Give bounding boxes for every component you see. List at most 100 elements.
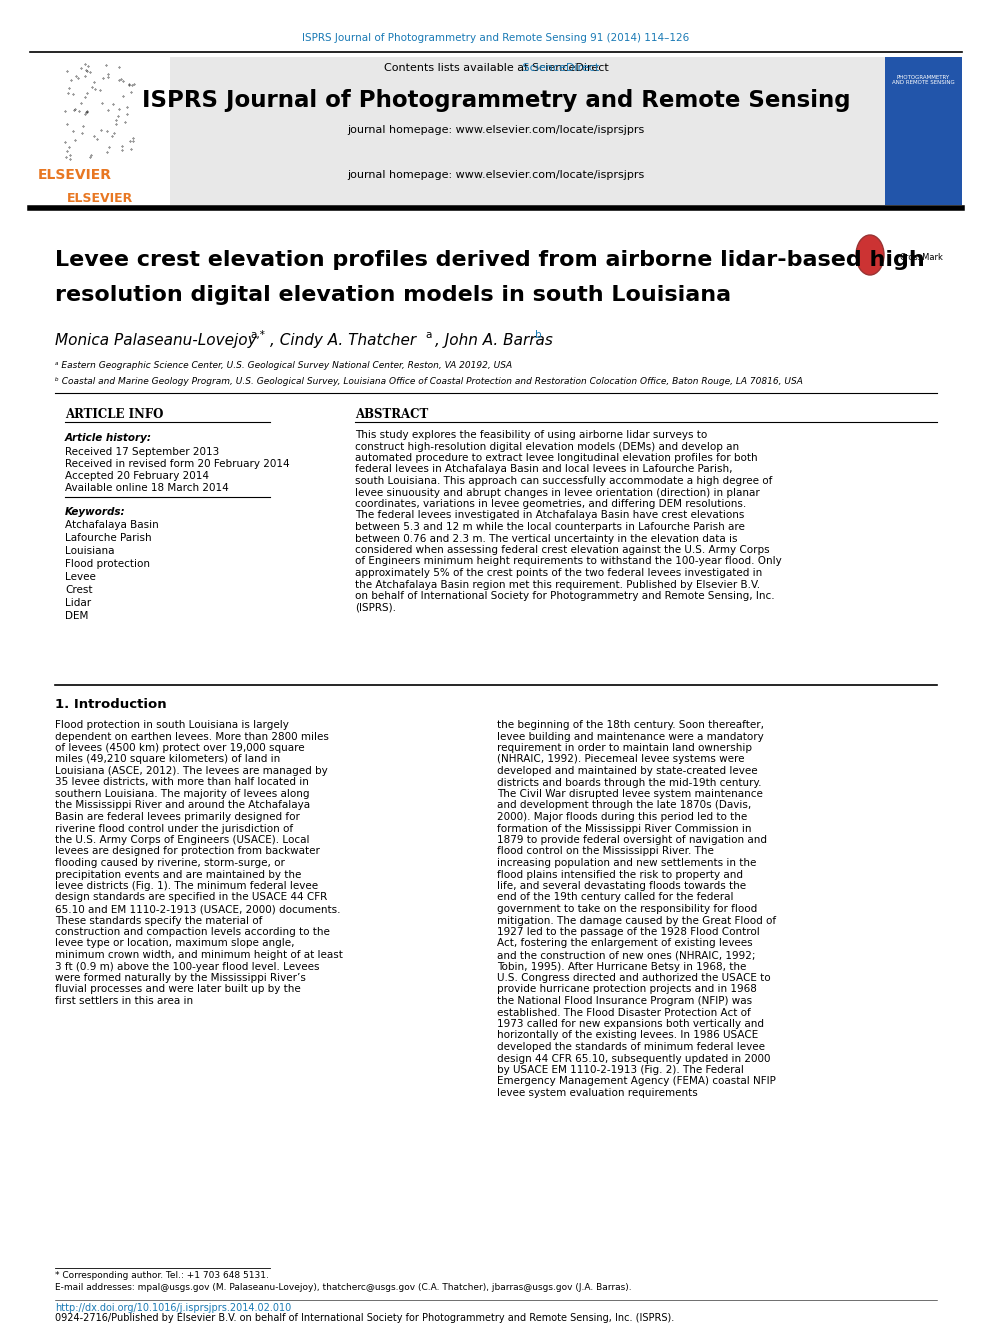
- Text: southern Louisiana. The majority of levees along: southern Louisiana. The majority of leve…: [55, 789, 310, 799]
- Text: construction and compaction levels according to the: construction and compaction levels accor…: [55, 927, 330, 937]
- Text: , Cindy A. Thatcher: , Cindy A. Thatcher: [270, 332, 416, 348]
- Text: Levee: Levee: [65, 572, 96, 582]
- Text: established. The Flood Disaster Protection Act of: established. The Flood Disaster Protecti…: [497, 1008, 751, 1017]
- Text: construct high-resolution digital elevation models (DEMs) and develop an: construct high-resolution digital elevat…: [355, 442, 739, 451]
- Text: 1973 called for new expansions both vertically and: 1973 called for new expansions both vert…: [497, 1019, 764, 1029]
- Text: , John A. Barras: , John A. Barras: [435, 332, 553, 348]
- Text: were formed naturally by the Mississippi River’s: were formed naturally by the Mississippi…: [55, 972, 306, 983]
- Text: between 5.3 and 12 m while the local counterparts in Lafourche Parish are: between 5.3 and 12 m while the local cou…: [355, 523, 745, 532]
- Text: mitigation. The damage caused by the Great Flood of: mitigation. The damage caused by the Gre…: [497, 916, 776, 926]
- Text: by USACE EM 1110-2-1913 (Fig. 2). The Federal: by USACE EM 1110-2-1913 (Fig. 2). The Fe…: [497, 1065, 744, 1076]
- Text: end of the 19th century called for the federal: end of the 19th century called for the f…: [497, 893, 733, 902]
- Text: Contents lists available at ScienceDirect: Contents lists available at ScienceDirec…: [384, 64, 608, 73]
- Text: levees are designed for protection from backwater: levees are designed for protection from …: [55, 847, 319, 856]
- Text: the Mississippi River and around the Atchafalaya: the Mississippi River and around the Atc…: [55, 800, 310, 811]
- Text: Basin are federal levees primarily designed for: Basin are federal levees primarily desig…: [55, 812, 300, 822]
- Text: Accepted 20 February 2014: Accepted 20 February 2014: [65, 471, 209, 482]
- Text: fluvial processes and were later built up by the: fluvial processes and were later built u…: [55, 984, 301, 995]
- Bar: [30, 57, 170, 205]
- Text: government to take on the responsibility for flood: government to take on the responsibility…: [497, 904, 757, 914]
- Text: Received in revised form 20 February 2014: Received in revised form 20 February 201…: [65, 459, 290, 468]
- Text: on behalf of International Society for Photogrammetry and Remote Sensing, Inc.: on behalf of International Society for P…: [355, 591, 775, 601]
- Text: levee sinuousity and abrupt changes in levee orientation (direction) in planar: levee sinuousity and abrupt changes in l…: [355, 487, 760, 497]
- Text: levee type or location, maximum slope angle,: levee type or location, maximum slope an…: [55, 938, 295, 949]
- Text: Keywords:: Keywords:: [65, 507, 126, 517]
- Text: requirement in order to maintain land ownership: requirement in order to maintain land ow…: [497, 744, 752, 753]
- Text: of Engineers minimum height requirements to withstand the 100-year flood. Only: of Engineers minimum height requirements…: [355, 557, 782, 566]
- Text: ELSEVIER: ELSEVIER: [66, 192, 133, 205]
- Text: PHOTOGRAMMETRY
AND REMOTE SENSING: PHOTOGRAMMETRY AND REMOTE SENSING: [892, 74, 954, 86]
- Text: Flood protection in south Louisiana is largely: Flood protection in south Louisiana is l…: [55, 720, 289, 730]
- Text: developed the standards of minimum federal levee: developed the standards of minimum feder…: [497, 1043, 765, 1052]
- Text: formation of the Mississippi River Commission in: formation of the Mississippi River Commi…: [497, 823, 752, 833]
- Text: Louisiana (ASCE, 2012). The levees are managed by: Louisiana (ASCE, 2012). The levees are m…: [55, 766, 327, 777]
- Text: riverine flood control under the jurisdiction of: riverine flood control under the jurisdi…: [55, 823, 293, 833]
- Text: and the construction of new ones (NHRAIC, 1992;: and the construction of new ones (NHRAIC…: [497, 950, 756, 960]
- Text: levee building and maintenance were a mandatory: levee building and maintenance were a ma…: [497, 732, 764, 741]
- Text: ᵃ Eastern Geographic Science Center, U.S. Geological Survey National Center, Res: ᵃ Eastern Geographic Science Center, U.S…: [55, 360, 512, 369]
- Text: Received 17 September 2013: Received 17 September 2013: [65, 447, 219, 456]
- Text: CrossMark: CrossMark: [900, 254, 943, 262]
- Text: flood control on the Mississippi River. The: flood control on the Mississippi River. …: [497, 847, 714, 856]
- Text: Tobin, 1995). After Hurricane Betsy in 1968, the: Tobin, 1995). After Hurricane Betsy in 1…: [497, 962, 746, 971]
- Text: a: a: [425, 329, 432, 340]
- Text: ISPRS Journal of Photogrammetry and Remote Sensing: ISPRS Journal of Photogrammetry and Remo…: [142, 89, 850, 111]
- Text: 3 ft (0.9 m) above the 100-year flood level. Levees: 3 ft (0.9 m) above the 100-year flood le…: [55, 962, 319, 971]
- Text: 65.10 and EM 1110-2-1913 (USACE, 2000) documents.: 65.10 and EM 1110-2-1913 (USACE, 2000) d…: [55, 904, 340, 914]
- Text: districts and boards through the mid-19th century.: districts and boards through the mid-19t…: [497, 778, 762, 787]
- Text: 2000). Major floods during this period led to the: 2000). Major floods during this period l…: [497, 812, 747, 822]
- Text: dependent on earthen levees. More than 2800 miles: dependent on earthen levees. More than 2…: [55, 732, 329, 741]
- Text: increasing population and new settlements in the: increasing population and new settlement…: [497, 859, 756, 868]
- Text: Lafourche Parish: Lafourche Parish: [65, 533, 152, 542]
- Text: ᵇ Coastal and Marine Geology Program, U.S. Geological Survey, Louisiana Office o: ᵇ Coastal and Marine Geology Program, U.…: [55, 377, 803, 386]
- Text: life, and several devastating floods towards the: life, and several devastating floods tow…: [497, 881, 746, 890]
- Text: ScienceDirect: ScienceDirect: [393, 64, 599, 73]
- Text: a,*: a,*: [250, 329, 265, 340]
- Text: between 0.76 and 2.3 m. The vertical uncertainty in the elevation data is: between 0.76 and 2.3 m. The vertical unc…: [355, 533, 737, 544]
- Text: south Louisiana. This approach can successfully accommodate a high degree of: south Louisiana. This approach can succe…: [355, 476, 773, 486]
- Text: of levees (4500 km) protect over 19,000 square: of levees (4500 km) protect over 19,000 …: [55, 744, 305, 753]
- Text: E-mail addresses: mpal@usgs.gov (M. Palaseanu-Lovejoy), thatcherc@usgs.gov (C.A.: E-mail addresses: mpal@usgs.gov (M. Pala…: [55, 1282, 632, 1291]
- Text: Emergency Management Agency (FEMA) coastal NFIP: Emergency Management Agency (FEMA) coast…: [497, 1077, 776, 1086]
- Text: considered when assessing federal crest elevation against the U.S. Army Corps: considered when assessing federal crest …: [355, 545, 770, 556]
- Text: Act, fostering the enlargement of existing levees: Act, fostering the enlargement of existi…: [497, 938, 753, 949]
- Text: ARTICLE INFO: ARTICLE INFO: [65, 409, 164, 422]
- Text: Louisiana: Louisiana: [65, 546, 114, 556]
- Text: developed and maintained by state-created levee: developed and maintained by state-create…: [497, 766, 758, 777]
- Text: miles (49,210 square kilometers) of land in: miles (49,210 square kilometers) of land…: [55, 754, 281, 765]
- Text: Flood protection: Flood protection: [65, 560, 150, 569]
- Text: DEM: DEM: [65, 611, 88, 620]
- Text: The Civil War disrupted levee system maintenance: The Civil War disrupted levee system mai…: [497, 789, 763, 799]
- Text: levee system evaluation requirements: levee system evaluation requirements: [497, 1088, 697, 1098]
- Text: 1927 led to the passage of the 1928 Flood Control: 1927 led to the passage of the 1928 Floo…: [497, 927, 760, 937]
- Bar: [885, 57, 962, 205]
- Text: journal homepage: www.elsevier.com/locate/isprsjprs: journal homepage: www.elsevier.com/locat…: [347, 169, 645, 180]
- Text: These standards specify the material of: These standards specify the material of: [55, 916, 262, 926]
- Text: The federal levees investigated in Atchafalaya Basin have crest elevations: The federal levees investigated in Atcha…: [355, 511, 744, 520]
- Ellipse shape: [856, 235, 884, 275]
- Text: flood plains intensified the risk to property and: flood plains intensified the risk to pro…: [497, 869, 743, 880]
- Text: the beginning of the 18th century. Soon thereafter,: the beginning of the 18th century. Soon …: [497, 720, 764, 730]
- Text: http://dx.doi.org/10.1016/j.isprsjprs.2014.02.010: http://dx.doi.org/10.1016/j.isprsjprs.20…: [55, 1303, 292, 1312]
- Text: ELSEVIER: ELSEVIER: [38, 168, 112, 183]
- Text: design standards are specified in the USACE 44 CFR: design standards are specified in the US…: [55, 893, 327, 902]
- Text: ISPRS Journal of Photogrammetry and Remote Sensing 91 (2014) 114–126: ISPRS Journal of Photogrammetry and Remo…: [303, 33, 689, 44]
- Text: federal levees in Atchafalaya Basin and local levees in Lafourche Parish,: federal levees in Atchafalaya Basin and …: [355, 464, 732, 475]
- Text: (ISPRS).: (ISPRS).: [355, 602, 396, 613]
- Text: automated procedure to extract levee longitudinal elevation profiles for both: automated procedure to extract levee lon…: [355, 452, 758, 463]
- Text: levee districts (Fig. 1). The minimum federal levee: levee districts (Fig. 1). The minimum fe…: [55, 881, 318, 890]
- Text: Monica Palaseanu-Lovejoy: Monica Palaseanu-Lovejoy: [55, 332, 257, 348]
- Text: Levee crest elevation profiles derived from airborne lidar-based high: Levee crest elevation profiles derived f…: [55, 250, 925, 270]
- Text: ABSTRACT: ABSTRACT: [355, 409, 429, 422]
- Text: and development through the late 1870s (Davis,: and development through the late 1870s (…: [497, 800, 751, 811]
- Text: b: b: [535, 329, 542, 340]
- Text: 0924-2716/Published by Elsevier B.V. on behalf of International Society for Phot: 0924-2716/Published by Elsevier B.V. on …: [55, 1312, 675, 1323]
- Text: 1. Introduction: 1. Introduction: [55, 697, 167, 710]
- Text: first settlers in this area in: first settlers in this area in: [55, 996, 193, 1005]
- Text: coordinates, variations in levee geometries, and differing DEM resolutions.: coordinates, variations in levee geometr…: [355, 499, 746, 509]
- Text: 35 levee districts, with more than half located in: 35 levee districts, with more than half …: [55, 778, 309, 787]
- Text: U.S. Congress directed and authorized the USACE to: U.S. Congress directed and authorized th…: [497, 972, 771, 983]
- Text: Lidar: Lidar: [65, 598, 91, 609]
- Text: precipitation events and are maintained by the: precipitation events and are maintained …: [55, 869, 302, 880]
- Text: Crest: Crest: [65, 585, 92, 595]
